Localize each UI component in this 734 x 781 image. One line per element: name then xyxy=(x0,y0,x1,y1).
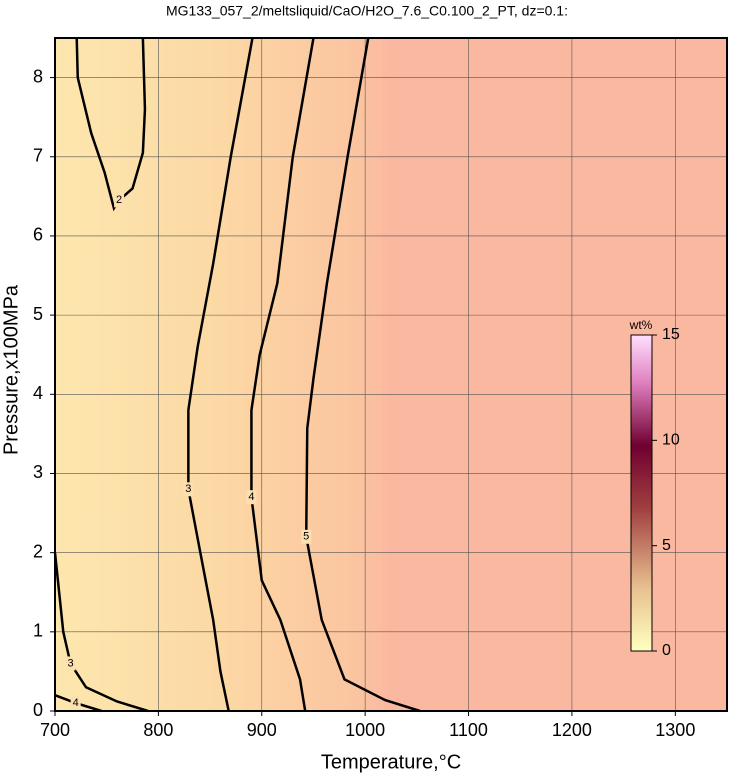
contour-line xyxy=(187,37,254,712)
y-tick-label: 5 xyxy=(33,304,43,324)
y-tick-label: 2 xyxy=(33,541,43,561)
x-tick-label: 1300 xyxy=(655,720,695,740)
x-tick-label: 1100 xyxy=(449,720,488,740)
x-tick-label: 700 xyxy=(40,720,70,740)
contour-label: 5 xyxy=(303,531,309,543)
contour-label: 2 xyxy=(116,194,122,206)
contour-label-bg xyxy=(65,656,76,671)
plot-background xyxy=(55,38,727,711)
contour-label-bg xyxy=(246,490,257,505)
x-tick-label: 1200 xyxy=(552,720,592,740)
colorbar-tick-label: 5 xyxy=(662,537,671,554)
contour-label-bg xyxy=(183,482,194,497)
plot-frame xyxy=(54,37,728,712)
colorbar-ticks: 0 5 10 15 xyxy=(652,326,680,659)
y-tick-label: 7 xyxy=(33,146,43,166)
colorbar-tick-label: 10 xyxy=(662,432,680,449)
contour-line xyxy=(304,37,421,713)
colorbar-tick-label: 15 xyxy=(662,326,680,343)
contour-label: 3 xyxy=(185,483,191,495)
colorbar-tick-label: 0 xyxy=(662,642,671,659)
y-tick-label: 8 xyxy=(33,66,43,86)
contours: 2 3 3 4 4 5 xyxy=(53,37,421,713)
x-tick-label: 1000 xyxy=(345,720,385,740)
x-tick-label: 900 xyxy=(247,720,277,740)
contour-label-bg xyxy=(114,193,125,208)
y-tick-label: 0 xyxy=(33,700,43,720)
contour-label-bg xyxy=(70,696,81,711)
x-tick-label: 800 xyxy=(143,720,173,740)
colorbar-label: wt% xyxy=(629,318,653,332)
contour-label: 3 xyxy=(67,657,73,669)
y-axis-label: Pressure,x100MPa xyxy=(0,284,22,455)
x-axis-label: Temperature,°C xyxy=(321,751,461,773)
contour-line xyxy=(250,37,315,712)
contour-label: 4 xyxy=(248,491,254,503)
chart-title: MG133_057_2/meltsliquid/CaO/H2O_7.6_C0.1… xyxy=(166,3,568,19)
grid xyxy=(54,38,727,712)
colorbar xyxy=(630,334,653,652)
y-tick-label: 1 xyxy=(33,621,43,641)
y-tick-label: 4 xyxy=(33,383,43,403)
y-tick-label: 3 xyxy=(33,462,43,482)
y-tick-label: 6 xyxy=(33,225,43,245)
contour-label-bg xyxy=(301,529,312,544)
contour-label: 4 xyxy=(73,697,79,709)
